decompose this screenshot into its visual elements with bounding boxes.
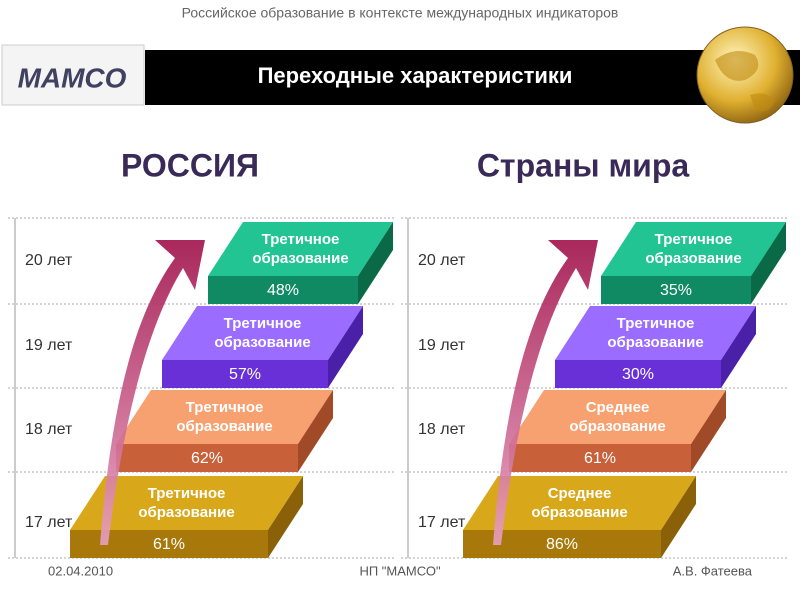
logo: MAMCO (18, 62, 127, 93)
age-label: 19 лет (25, 337, 73, 354)
age-label: 19 лет (418, 337, 466, 354)
step-share: 35% (660, 282, 692, 299)
step-top (116, 390, 333, 444)
step-label: Третичное образование (645, 231, 741, 267)
arrow (493, 240, 598, 545)
step-label: Третичное образование (138, 485, 234, 521)
age-label: 17 лет (418, 514, 466, 531)
title: Переходные характеристики (258, 63, 573, 88)
step-side (358, 222, 393, 304)
age-label: 18 лет (418, 421, 466, 438)
step-share: 86% (546, 536, 578, 553)
step-side (298, 390, 333, 472)
step-side (328, 306, 363, 388)
step-front (162, 360, 328, 388)
step-front (208, 276, 358, 304)
age-label: 20 лет (25, 252, 73, 269)
step-label: Среднее образование (531, 485, 627, 521)
step-front (509, 444, 691, 472)
step-top (70, 476, 303, 530)
step-top (463, 476, 696, 530)
footer-org: НП "МАМСО" (359, 563, 441, 578)
step-side (268, 476, 303, 558)
panel-title: РОССИЯ (121, 147, 259, 183)
footer-date: 02.04.2010 (48, 563, 113, 578)
step-share: 48% (267, 282, 299, 299)
step-side (661, 476, 696, 558)
step-share: 30% (622, 366, 654, 383)
step-label: Третичное образование (607, 315, 703, 351)
globe-land (715, 51, 775, 112)
step-share: 61% (584, 450, 616, 467)
step-side (721, 306, 756, 388)
step-side (691, 390, 726, 472)
step-top (555, 306, 756, 360)
step-front (116, 444, 298, 472)
step-front (601, 276, 751, 304)
step-label: Третичное образование (176, 399, 272, 435)
subtitle: Российское образование в контексте между… (182, 5, 619, 21)
step-share: 57% (229, 366, 261, 383)
step-label: Третичное образование (214, 315, 310, 351)
age-label: 18 лет (25, 421, 73, 438)
title-bar (145, 50, 800, 105)
step-label: Среднее образование (569, 399, 665, 435)
step-top (208, 222, 393, 276)
arrow (100, 240, 205, 545)
step-label: Третичное образование (252, 231, 348, 267)
step-top (601, 222, 786, 276)
step-share: 62% (191, 450, 223, 467)
age-label: 17 лет (25, 514, 73, 531)
step-share: 61% (153, 536, 185, 553)
step-side (751, 222, 786, 304)
step-front (555, 360, 721, 388)
panel-title: Страны мира (477, 147, 690, 183)
age-label: 20 лет (418, 252, 466, 269)
step-top (509, 390, 726, 444)
logo-box (1, 44, 145, 106)
footer-author: А.В. Фатеева (673, 563, 753, 578)
step-top (162, 306, 363, 360)
